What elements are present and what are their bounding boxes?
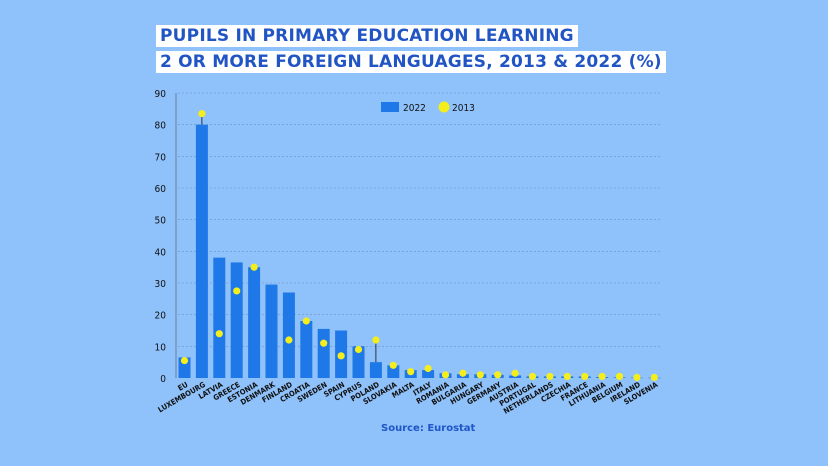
- y-tick-label: 20: [155, 311, 167, 322]
- y-tick-label: 10: [155, 342, 167, 353]
- dot-2013: [424, 364, 432, 373]
- gridlines: [178, 92, 662, 347]
- bar-2022: [317, 328, 330, 378]
- dot-2013: [615, 372, 624, 381]
- bar-2022: [422, 370, 435, 378]
- dots-2013: [180, 109, 658, 381]
- bar-2022: [265, 284, 278, 378]
- dot-2013: [302, 317, 310, 325]
- bar-2022: [387, 365, 400, 378]
- dot-2013: [563, 372, 571, 381]
- dot-2013: [494, 371, 502, 379]
- bar-2022: [230, 262, 243, 378]
- y-tick-label: 30: [155, 279, 167, 290]
- dot-2013: [598, 372, 606, 381]
- dot-2013: [581, 372, 589, 381]
- y-tick-label: 80: [155, 121, 167, 132]
- dot-2013: [215, 330, 223, 338]
- dot-2013: [476, 371, 484, 379]
- dot-2013: [180, 356, 189, 365]
- dot-2013: [250, 263, 258, 271]
- y-axis: 0 10 20 30 40 50 60 70 80 90: [155, 89, 177, 385]
- bar-2022: [369, 362, 382, 378]
- bar-2022: [300, 321, 313, 378]
- x-axis: EULUXEMBOURGLATVIAGREECEESTONIADENMARKFI…: [156, 380, 660, 416]
- chart-title-line1: PUPILS IN PRIMARY EDUCATION LEARNING: [156, 25, 578, 47]
- dot-2013: [528, 372, 537, 381]
- bar-2022: [282, 292, 295, 378]
- chart-title-line2: 2 OR MORE FOREIGN LANGUAGES, 2013 & 2022…: [156, 51, 666, 73]
- y-tick-label: 70: [155, 152, 167, 163]
- bar-2022: [248, 267, 261, 378]
- y-tick-label: 90: [155, 89, 167, 100]
- y-tick-label: 50: [155, 216, 167, 227]
- legend-swatch-2022: [381, 102, 399, 112]
- x-tick-label: EU: [176, 380, 189, 393]
- dot-2013: [511, 369, 519, 377]
- bar-2022: [352, 346, 365, 378]
- y-tick-label: 40: [155, 247, 167, 258]
- source-note: Source: Eurostat: [381, 423, 476, 434]
- dot-2013: [198, 109, 206, 118]
- bar-2022: [213, 257, 226, 378]
- dot-2013: [546, 372, 554, 381]
- legend-swatch-2013: [438, 101, 450, 113]
- dot-2013: [285, 336, 293, 344]
- dot-2013: [459, 369, 467, 377]
- legend: 2022 2013: [381, 101, 475, 114]
- dot-2013: [337, 352, 345, 360]
- dot-2013: [407, 368, 415, 376]
- y-tick-label: 0: [160, 374, 166, 385]
- legend-label-2013: 2013: [452, 103, 475, 114]
- bar-2022: [195, 124, 208, 379]
- y-tick-label: 60: [155, 184, 167, 195]
- dot-2013: [633, 373, 641, 381]
- dot-2013: [372, 336, 380, 344]
- dot-2013: [389, 361, 397, 369]
- dot-2013: [354, 345, 363, 354]
- legend-label-2022: 2022: [403, 103, 426, 114]
- dot-2013: [233, 287, 241, 295]
- dot-2013: [650, 373, 658, 381]
- dot-2013: [441, 371, 450, 379]
- dot-2013: [320, 339, 328, 347]
